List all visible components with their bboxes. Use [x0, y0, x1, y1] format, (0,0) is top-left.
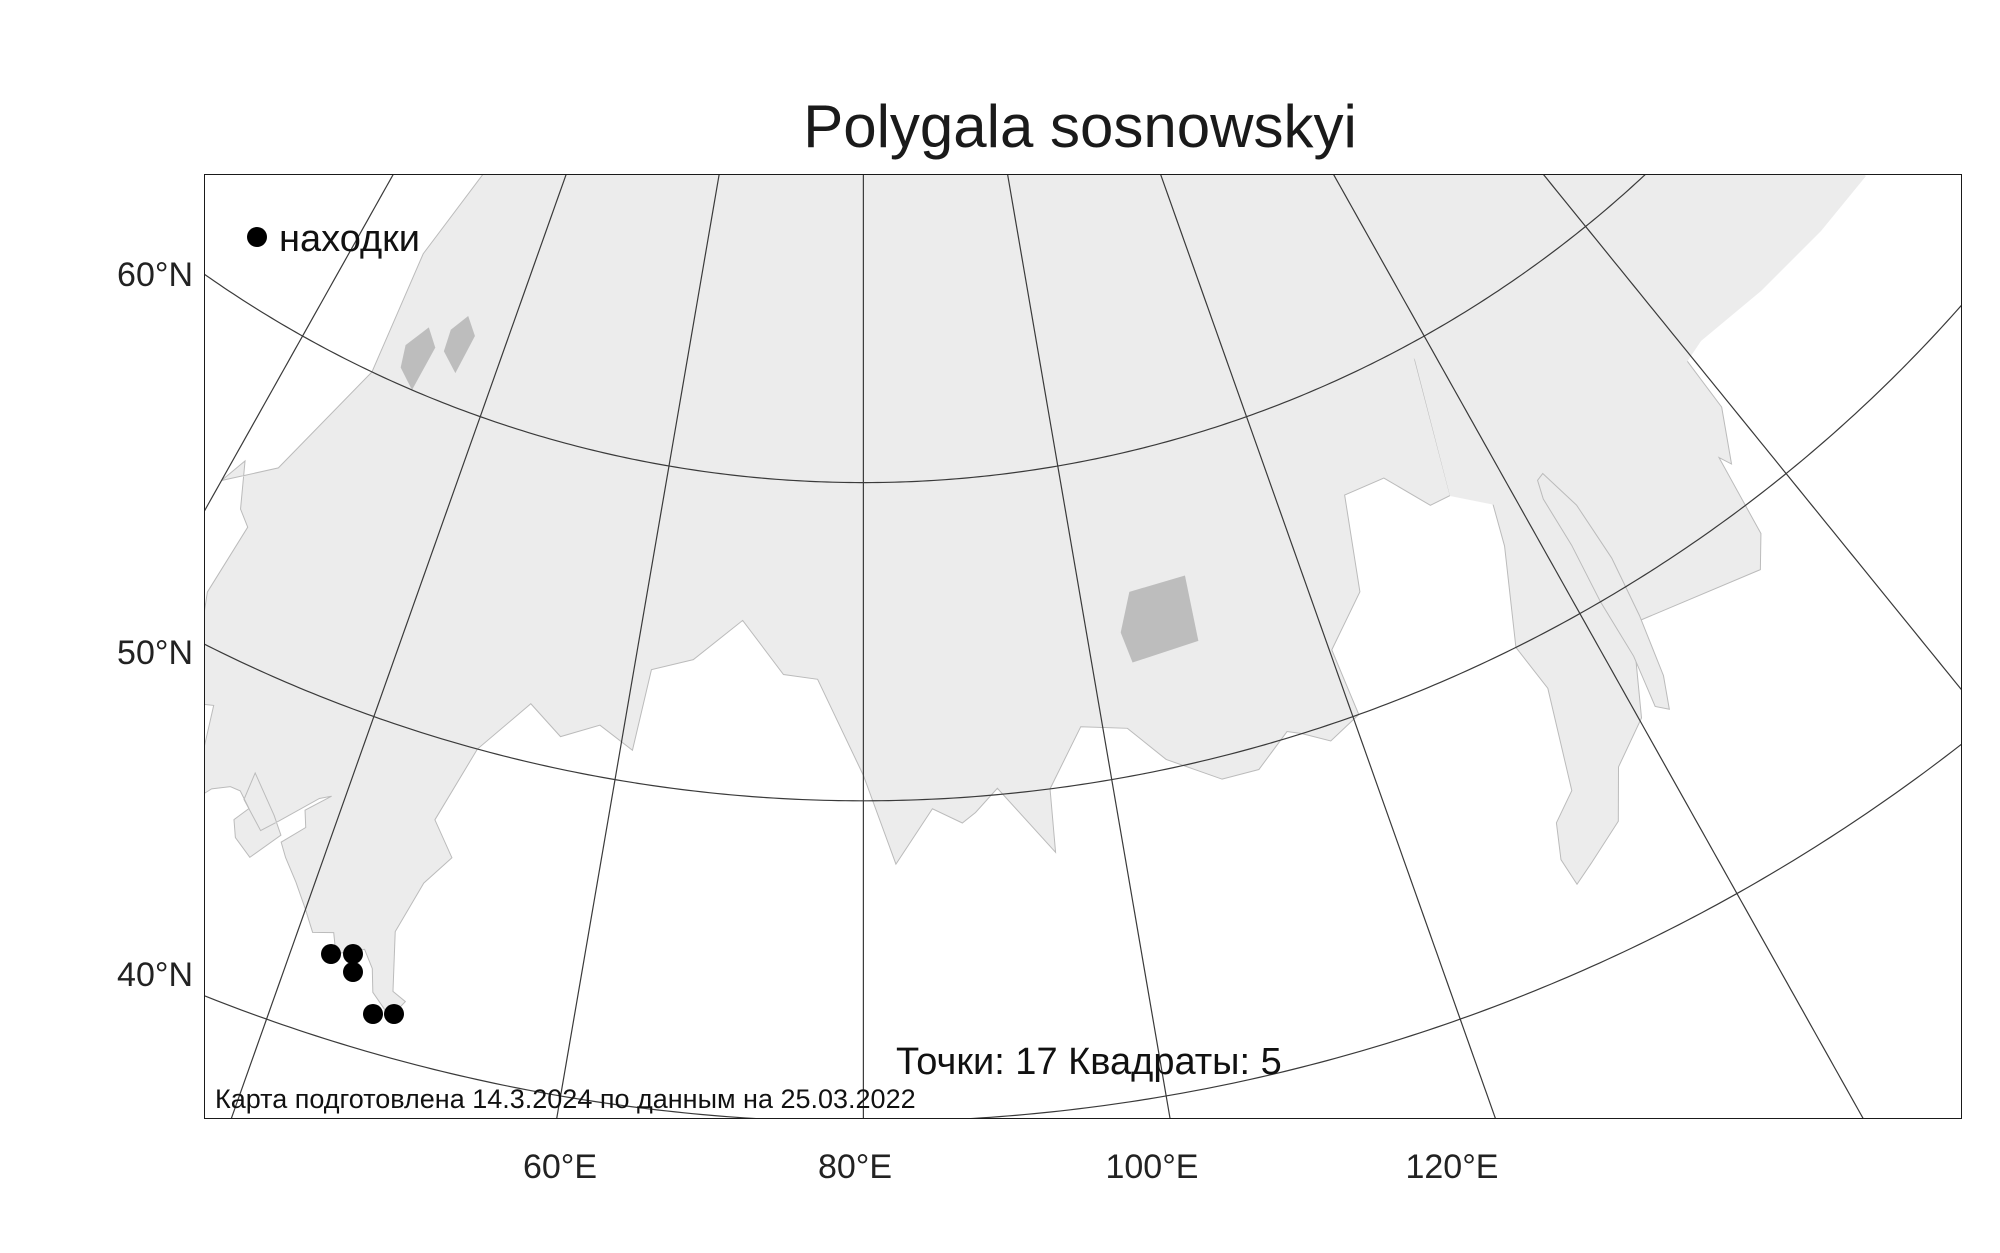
- svg-text:находки: находки: [279, 218, 420, 260]
- svg-text:Точки: 17 Квадраты: 5: Точки: 17 Квадраты: 5: [896, 1041, 1282, 1083]
- svg-text:Карта подготовлена 14.3.2024 п: Карта подготовлена 14.3.2024 по данным н…: [215, 1084, 916, 1114]
